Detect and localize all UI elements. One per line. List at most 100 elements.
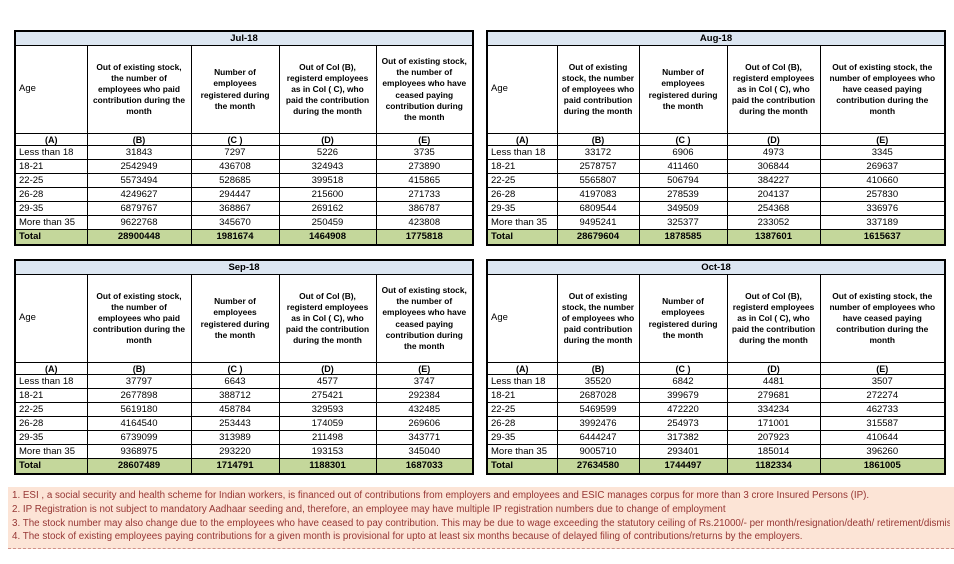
value-cell-d: 399518 xyxy=(278,173,377,188)
value-cell-c: 313989 xyxy=(190,430,280,445)
col-header-b: Out of existing stock, the number of emp… xyxy=(86,45,192,134)
age-cell: 22-25 xyxy=(14,173,88,188)
age-cell: 18-21 xyxy=(486,388,558,403)
table-row: 22-25 5619180 458784 329593 432485 xyxy=(14,402,474,417)
footnote-4: 4. The stock of existing employees payin… xyxy=(12,531,803,543)
value-cell-e: 292384 xyxy=(375,388,474,403)
value-cell-b: 2578757 xyxy=(556,159,640,174)
table-title: Oct-18 xyxy=(486,259,946,275)
value-cell-d: 324943 xyxy=(278,159,377,174)
table-row: 22-25 5565807 506794 384227 410660 xyxy=(486,173,946,188)
value-cell-e: 396260 xyxy=(819,444,946,459)
total-cell-b: 28679604 xyxy=(556,229,640,246)
col-header-b: Out of existing stock, the number of emp… xyxy=(86,274,192,363)
table-row: 29-35 6739099 313989 211498 343771 xyxy=(14,430,474,445)
value-cell-b: 6809544 xyxy=(556,201,640,216)
data-table: Aug-18 Age Out of existing stock, the nu… xyxy=(486,30,947,246)
age-cell: 29-35 xyxy=(14,201,88,216)
age-cell: Less than 18 xyxy=(14,374,88,389)
age-cell: 22-25 xyxy=(14,402,88,417)
col-letter-a: (A) xyxy=(14,362,88,375)
col-letter-a: (A) xyxy=(486,133,558,146)
age-cell: 26-28 xyxy=(14,416,88,431)
value-cell-d: 279681 xyxy=(726,388,821,403)
age-cell: 18-21 xyxy=(14,388,88,403)
value-cell-c: 436708 xyxy=(190,159,280,174)
value-cell-e: 386787 xyxy=(375,201,474,216)
value-cell-e: 432485 xyxy=(375,402,474,417)
value-cell-c: 411460 xyxy=(638,159,728,174)
total-row: Total 28900448 1981674 1464908 1775818 xyxy=(14,229,474,246)
value-cell-c: 506794 xyxy=(638,173,728,188)
col-letter-e: (E) xyxy=(375,133,474,146)
value-cell-e: 269606 xyxy=(375,416,474,431)
value-cell-e: 337189 xyxy=(819,215,946,230)
col-letter-b: (B) xyxy=(86,133,192,146)
col-letter-d: (D) xyxy=(278,133,377,146)
col-letter-d: (D) xyxy=(726,362,821,375)
value-cell-c: 7297 xyxy=(190,145,280,160)
total-cell-d: 1464908 xyxy=(278,229,377,246)
col-header-e: Out of existing stock, the number of emp… xyxy=(375,274,474,363)
value-cell-d: 215600 xyxy=(278,187,377,202)
col-header-b: Out of existing stock, the number of emp… xyxy=(556,45,640,134)
value-cell-b: 3992476 xyxy=(556,416,640,431)
month-table-jul-18: Jul-18 Age Out of existing stock, the nu… xyxy=(14,30,475,246)
value-cell-c: 317382 xyxy=(638,430,728,445)
value-cell-d: 233052 xyxy=(726,215,821,230)
age-cell: 26-28 xyxy=(486,187,558,202)
value-cell-b: 2542949 xyxy=(86,159,192,174)
col-header-c: Number of employees registered during th… xyxy=(638,274,728,363)
total-cell-c: 1714791 xyxy=(190,458,280,475)
value-cell-e: 462733 xyxy=(819,402,946,417)
total-cell-b: 28900448 xyxy=(86,229,192,246)
table-row: 18-21 2677898 388712 275421 292384 xyxy=(14,388,474,403)
table-row: 29-35 6809544 349509 254368 336976 xyxy=(486,201,946,216)
value-cell-d: 334234 xyxy=(726,402,821,417)
value-cell-c: 294447 xyxy=(190,187,280,202)
table-title: Sep-18 xyxy=(14,259,474,275)
value-cell-c: 349509 xyxy=(638,201,728,216)
table-row: More than 35 9005710 293401 185014 39626… xyxy=(486,444,946,459)
value-cell-b: 6879767 xyxy=(86,201,192,216)
month-table-oct-18: Oct-18 Age Out of existing stock, the nu… xyxy=(486,259,947,475)
col-letter-d: (D) xyxy=(278,362,377,375)
col-letter-b: (B) xyxy=(86,362,192,375)
value-cell-b: 6739099 xyxy=(86,430,192,445)
footnote-2: 2. IP Registration is not subject to man… xyxy=(12,503,726,515)
col-header-age: Age xyxy=(14,274,88,363)
value-cell-b: 4197083 xyxy=(556,187,640,202)
age-cell: 26-28 xyxy=(14,187,88,202)
total-cell-b: 28607489 xyxy=(86,458,192,475)
value-cell-b: 5565807 xyxy=(556,173,640,188)
table-row: 18-21 2687028 399679 279681 272274 xyxy=(486,388,946,403)
table-row: More than 35 9622768 345670 250459 42380… xyxy=(14,215,474,230)
col-header-d: Out of Col (B), registerd employees as i… xyxy=(726,274,821,363)
age-cell: More than 35 xyxy=(14,215,88,230)
table-row: More than 35 9495241 325377 233052 33718… xyxy=(486,215,946,230)
col-header-c: Number of employees registered during th… xyxy=(190,274,280,363)
col-letter-b: (B) xyxy=(556,362,640,375)
col-letter-e: (E) xyxy=(375,362,474,375)
value-cell-c: 368867 xyxy=(190,201,280,216)
value-cell-e: 257830 xyxy=(819,187,946,202)
table-row: More than 35 9368975 293220 193153 34504… xyxy=(14,444,474,459)
total-cell-d: 1387601 xyxy=(726,229,821,246)
value-cell-b: 35520 xyxy=(556,374,640,389)
value-cell-c: 293220 xyxy=(190,444,280,459)
value-cell-e: 3747 xyxy=(375,374,474,389)
value-cell-c: 325377 xyxy=(638,215,728,230)
table-row: Less than 18 33172 6906 4973 3345 xyxy=(486,145,946,160)
value-cell-d: 329593 xyxy=(278,402,377,417)
age-cell: More than 35 xyxy=(486,444,558,459)
col-letter-c: (C ) xyxy=(638,362,728,375)
age-cell: 26-28 xyxy=(486,416,558,431)
value-cell-b: 5619180 xyxy=(86,402,192,417)
col-header-age: Age xyxy=(486,45,558,134)
total-cell-c: 1744497 xyxy=(638,458,728,475)
value-cell-d: 207923 xyxy=(726,430,821,445)
data-table: Jul-18 Age Out of existing stock, the nu… xyxy=(14,30,475,246)
data-table: Oct-18 Age Out of existing stock, the nu… xyxy=(486,259,947,475)
age-cell: 22-25 xyxy=(486,173,558,188)
